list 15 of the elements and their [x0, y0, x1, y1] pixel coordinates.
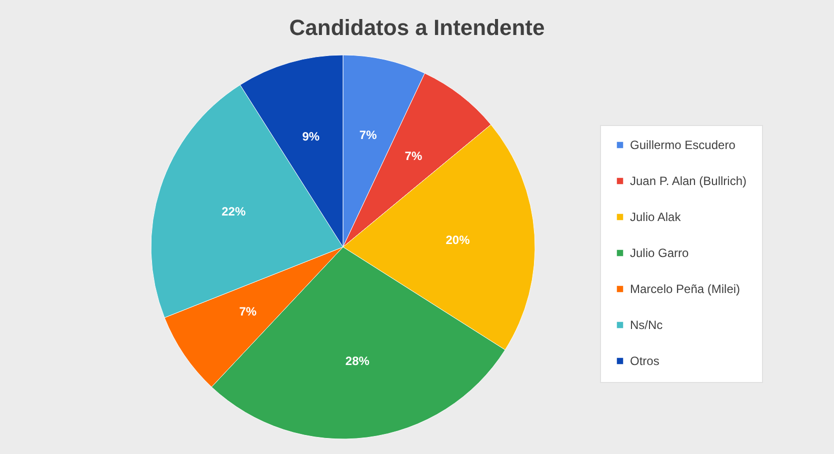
legend-label: Julio Alak: [630, 210, 682, 224]
legend-label: Julio Garro: [630, 246, 690, 260]
data-label: 7%: [359, 128, 378, 142]
data-label: 20%: [446, 232, 470, 247]
data-label: 22%: [222, 204, 246, 218]
legend-label: Marcelo Peña (Milei): [630, 282, 740, 296]
data-label: 9%: [302, 130, 320, 144]
data-label: 28%: [345, 354, 370, 368]
data-label: 7%: [239, 304, 257, 319]
legend-label: Juan P. Alan (Bullrich): [630, 174, 747, 188]
legend-label: Guillermo Escudero: [630, 138, 736, 152]
legend-label: Otros: [630, 354, 660, 368]
data-label: 7%: [404, 149, 422, 164]
chart-title: Candidatos a Intendente: [289, 15, 545, 40]
legend-label: Ns/Nc: [630, 318, 663, 332]
